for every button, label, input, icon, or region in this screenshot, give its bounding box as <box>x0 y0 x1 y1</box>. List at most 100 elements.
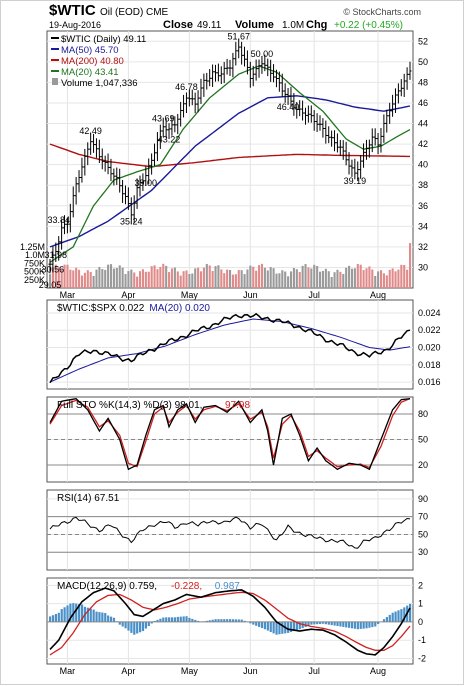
volume-bar <box>113 269 115 288</box>
x-axis-label-bottom: Aug <box>370 666 386 676</box>
volume-bar <box>249 266 251 288</box>
volume-bar <box>116 268 118 288</box>
watermark: © StockCharts.com <box>343 7 421 17</box>
volume-bar <box>299 272 301 288</box>
x-axis-label-bottom: May <box>181 666 199 676</box>
macd-histogram-bar <box>104 613 106 622</box>
volume-bar <box>212 271 214 288</box>
macd-histogram-bar <box>136 622 138 634</box>
volume-bar <box>84 273 86 288</box>
volume-bar <box>93 276 95 288</box>
macd-histogram-bar <box>145 622 147 629</box>
ratio-axis-tick-label: 0.022 <box>418 325 441 335</box>
volume-bar <box>98 267 100 288</box>
macd-legend-text: 0.987 <box>215 581 240 592</box>
volume-bar <box>180 276 182 288</box>
volume-bar <box>203 268 205 288</box>
price-axis-tick-label: 50 <box>418 57 428 67</box>
volume-bar <box>380 270 382 288</box>
macd-histogram-bar <box>281 622 283 634</box>
macd-histogram-bar <box>171 617 173 622</box>
volume-bar <box>374 276 376 288</box>
volume-bar <box>81 276 83 288</box>
volume-bar <box>360 265 362 288</box>
volume-bar <box>142 269 144 288</box>
volume-bar <box>185 270 187 288</box>
volume-bar <box>383 273 385 288</box>
volume-bar <box>238 270 240 288</box>
macd-axis-tick-label: 0 <box>418 617 423 627</box>
volume-bar <box>334 272 336 288</box>
macd-histogram-bar <box>389 615 391 622</box>
sto-axis-tick-label: 80 <box>418 409 428 419</box>
volume-bar <box>226 270 228 288</box>
volume-bar <box>124 274 126 288</box>
volume-bar <box>351 269 353 288</box>
price-annotation: 39.00 <box>135 178 158 188</box>
macd-histogram-bar <box>351 622 353 628</box>
volume-bar <box>72 270 74 288</box>
volume-bar <box>304 264 306 288</box>
macd-histogram-bar <box>127 622 129 631</box>
x-axis-label: Apr <box>121 290 135 300</box>
macd-histogram-bar <box>49 616 51 621</box>
volume-bar <box>270 267 272 288</box>
volume-bar <box>159 267 161 288</box>
chart-exchange: CME <box>146 7 169 18</box>
macd-histogram-bar <box>363 622 365 629</box>
macd-histogram-bar <box>354 622 356 629</box>
volume-bar <box>217 265 219 288</box>
chart-symbol: $WTIC <box>49 2 96 19</box>
macd-histogram-bar <box>98 612 100 622</box>
volume-bar <box>244 274 246 288</box>
price-axis-tick-label: 34 <box>418 221 428 231</box>
volume-bar <box>345 268 347 288</box>
price-annotation: 43.22 <box>158 135 181 145</box>
macd-histogram-bar <box>360 622 362 629</box>
volume-bar <box>354 268 356 288</box>
macd-histogram-bar <box>110 617 112 622</box>
macd-histogram-bar <box>183 616 185 621</box>
volume-bar <box>69 270 71 288</box>
macd-histogram-bar <box>177 617 179 622</box>
macd-histogram-bar <box>55 614 57 622</box>
legend-swatch <box>52 78 58 85</box>
volume-bar <box>258 265 260 288</box>
volume-bar <box>409 243 411 288</box>
volume-bar <box>310 269 312 288</box>
volume-bar <box>342 274 344 288</box>
volume-bar <box>273 268 275 288</box>
price-axis-tick-label: 38 <box>418 180 428 190</box>
macd-histogram-bar <box>409 604 411 622</box>
chg-label: Chg <box>306 19 327 31</box>
ratio-legend-text: $WTIC:$SPX 0.022 <box>57 303 145 314</box>
volume-bar <box>322 271 324 288</box>
volume-bar <box>145 272 147 288</box>
volume-bar <box>313 265 315 288</box>
price-axis-tick-label: 40 <box>418 160 428 170</box>
volume-bar <box>154 265 156 288</box>
volume-bar <box>191 274 193 288</box>
volume-bar <box>133 273 135 288</box>
volume-bar <box>406 270 408 288</box>
volume-bar <box>104 270 106 288</box>
macd-histogram-bar <box>267 622 269 631</box>
volume-bar <box>386 275 388 288</box>
volume-bar <box>363 270 365 288</box>
macd-histogram-bar <box>66 605 68 621</box>
price-axis-tick-label: 32 <box>418 242 428 252</box>
sto-legend-text: 97.98 <box>225 400 250 411</box>
volume-bar <box>130 270 132 288</box>
volume-bar <box>101 269 103 288</box>
macd-histogram-bar <box>400 609 402 622</box>
macd-histogram-bar <box>165 617 167 622</box>
price-annotation: 30.56 <box>42 265 65 275</box>
macd-histogram-bar <box>162 618 164 622</box>
macd-axis-tick-label: 2 <box>418 580 423 590</box>
volume-bar <box>162 264 164 288</box>
price-axis-tick-label: 52 <box>418 36 428 46</box>
macd-histogram-bar <box>374 622 376 627</box>
volume-bar <box>156 269 158 288</box>
ratio-axis-tick-label: 0.020 <box>418 343 441 353</box>
